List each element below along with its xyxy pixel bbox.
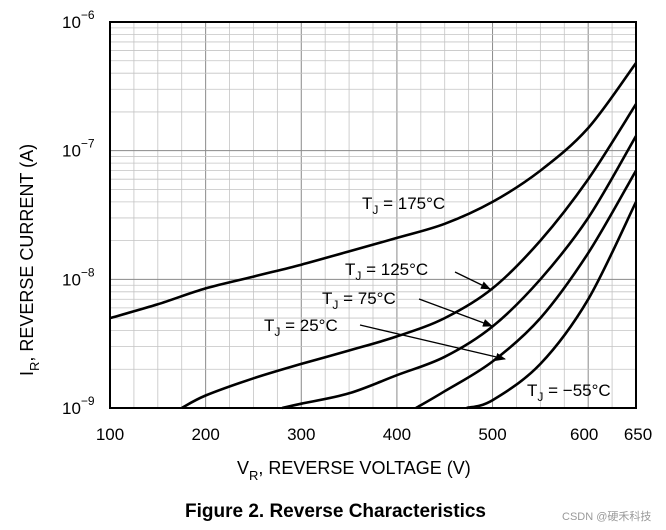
series-line-2 <box>281 135 638 410</box>
annotation-125c: TJ = 125°C <box>345 260 428 283</box>
figure-caption: Figure 2. Reverse Characteristics <box>185 501 486 522</box>
watermark: CSDN @硬禾科技 <box>562 509 651 523</box>
y-tick-base: 10 <box>62 13 81 32</box>
y-tick-label: 10−7 <box>62 137 95 161</box>
annotation-75c: TJ = 75°C <box>322 289 396 312</box>
x-tick-label: 650 <box>624 425 652 444</box>
y-axis-label: IR, REVERSE CURRENT (A) <box>17 144 42 376</box>
x-tick-label: 200 <box>191 425 219 444</box>
x-tick-label: 100 <box>96 425 124 444</box>
y-tick-label: 10−8 <box>62 265 95 289</box>
x-tick-label: 400 <box>383 425 411 444</box>
grid-lines <box>110 22 636 408</box>
annotation-25c: TJ = 25°C <box>264 316 338 339</box>
y-tick-exponent: −6 <box>81 8 95 22</box>
series-line-3 <box>415 169 638 410</box>
y-tick-label: 10−6 <box>62 8 95 32</box>
y-tick-labels: 10−910−810−710−6 <box>62 8 95 418</box>
leader-arrow-75c <box>418 298 493 327</box>
x-tick-label: 300 <box>287 425 315 444</box>
y-tick-base: 10 <box>62 270 81 289</box>
y-tick-exponent: −9 <box>81 394 95 408</box>
leader-arrow-25c <box>359 324 506 361</box>
series-line-4 <box>466 201 638 410</box>
x-tick-label: 500 <box>478 425 506 444</box>
x-tick-label: 600 <box>570 425 598 444</box>
series-line-0 <box>109 62 638 320</box>
y-tick-base: 10 <box>62 399 81 418</box>
y-tick-label: 10−9 <box>62 394 95 418</box>
plot-frame <box>109 21 637 409</box>
x-axis-label: VR, REVERSE VOLTAGE (V) <box>237 458 471 483</box>
x-tick-labels: 100 200 300 400 500 600 650 <box>96 425 652 444</box>
y-tick-base: 10 <box>62 142 81 161</box>
y-tick-exponent: −8 <box>81 265 95 279</box>
annotation-minus55c: TJ = −55°C <box>527 381 611 404</box>
leader-arrow-125c <box>454 271 491 290</box>
annotation-175c: TJ = 175°C <box>362 194 445 217</box>
y-tick-exponent: −7 <box>81 137 95 151</box>
